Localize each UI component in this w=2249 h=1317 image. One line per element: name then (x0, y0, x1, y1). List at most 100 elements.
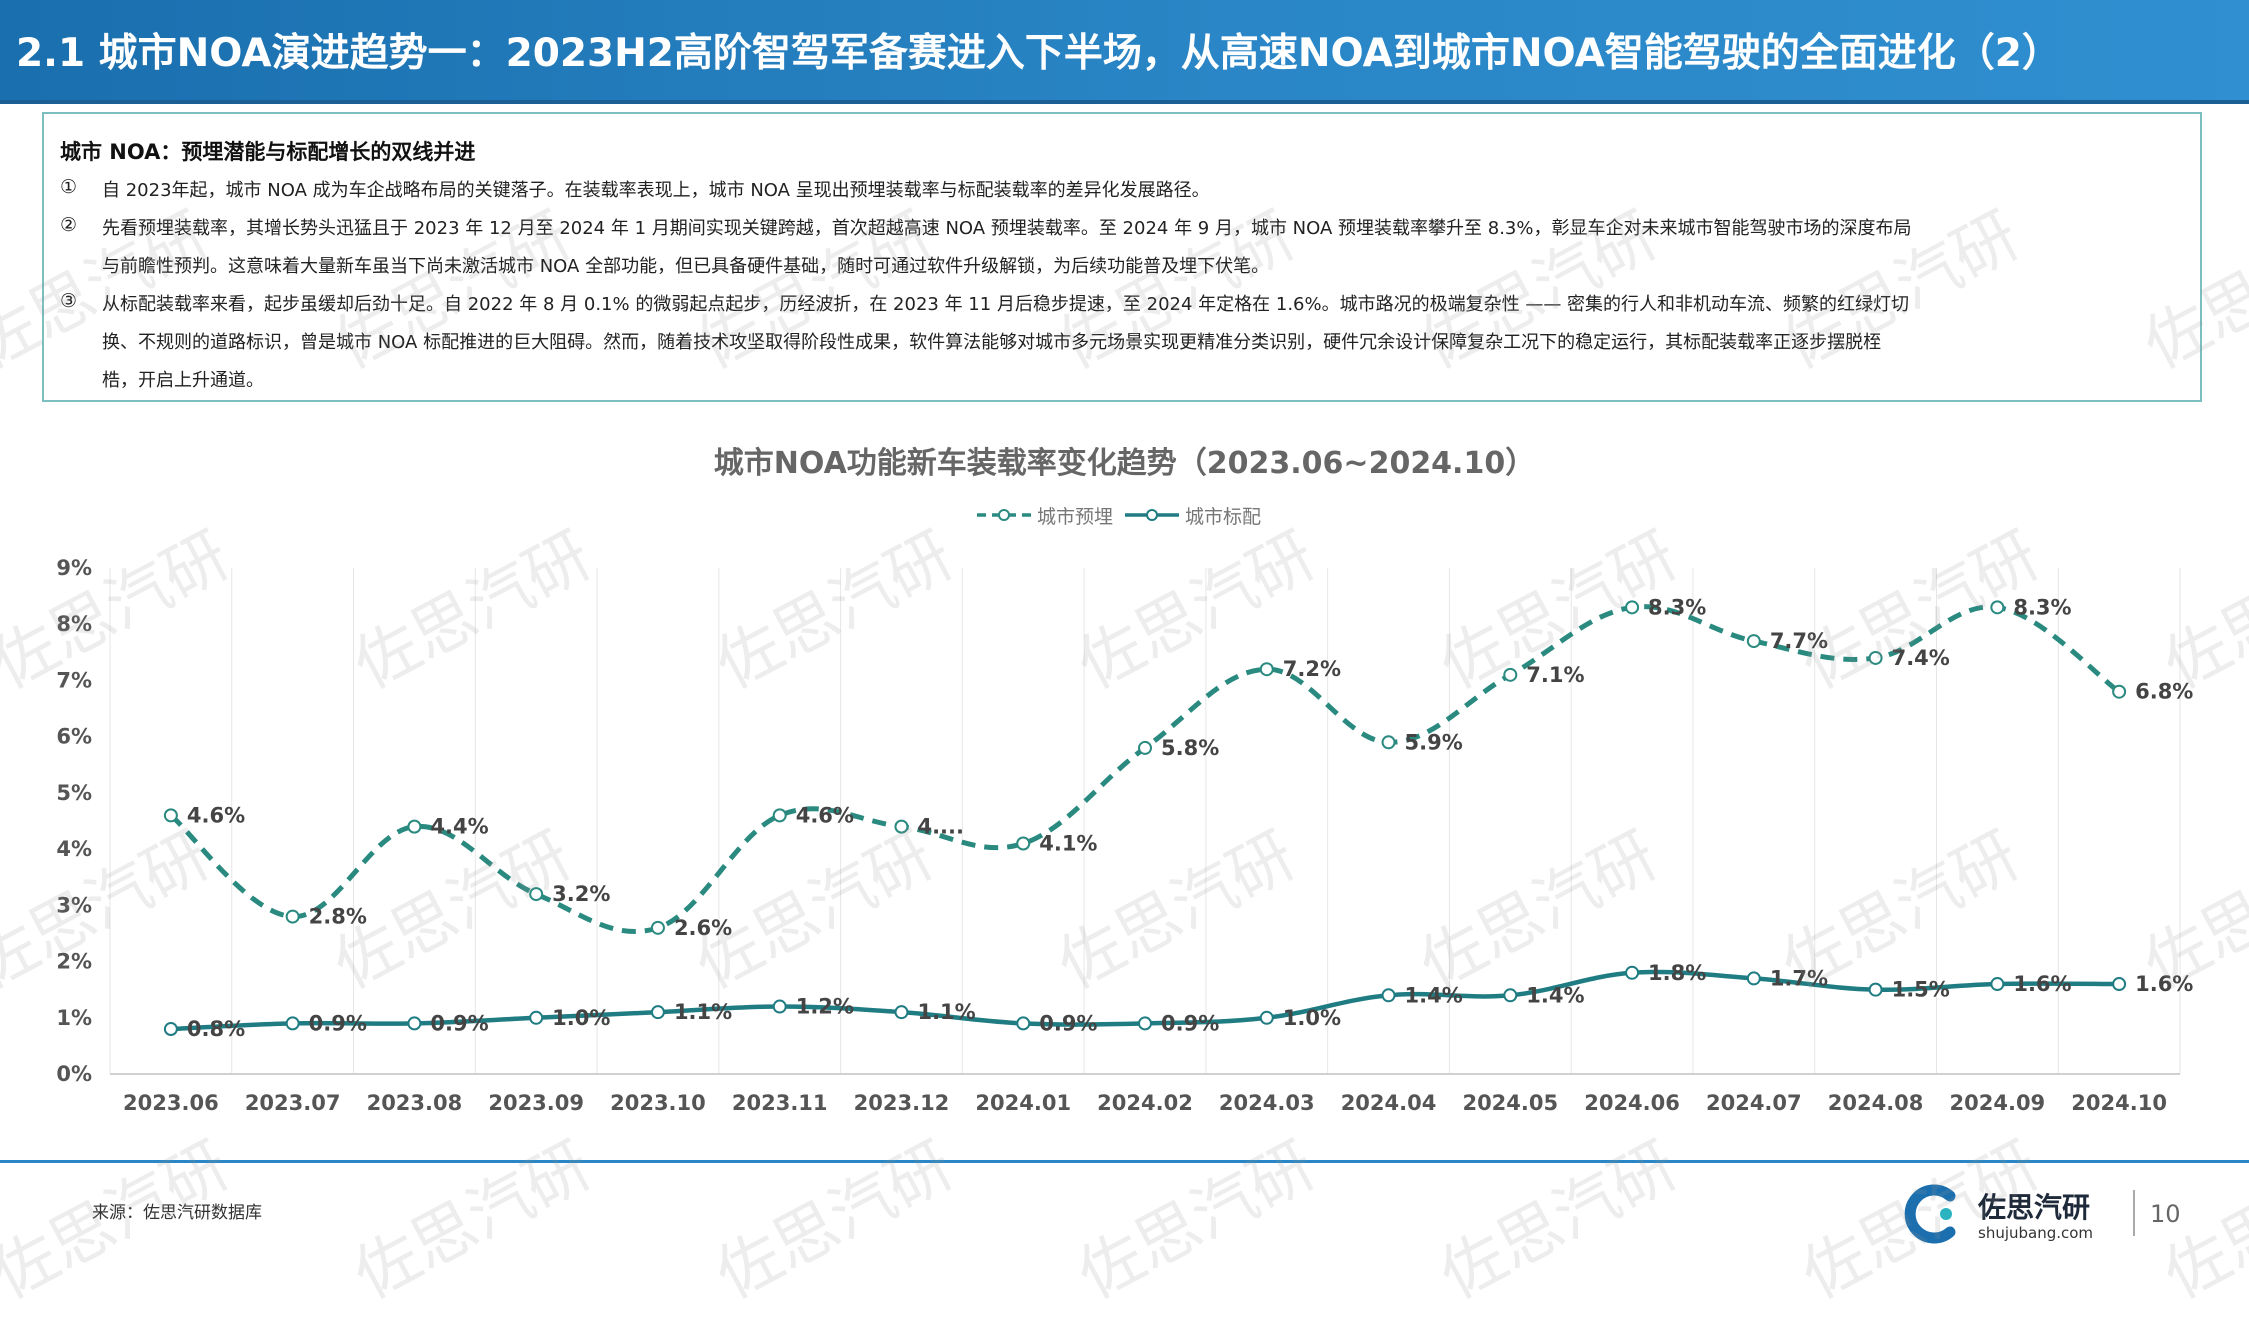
data-point (772, 808, 787, 823)
data-point (1259, 1010, 1274, 1025)
x-tick-label: 2023.10 (610, 1091, 706, 1115)
data-label: 0.9% (1161, 1011, 1219, 1035)
data-label: 4.4% (430, 815, 488, 839)
source-note: 来源：佐思汽研数据库 (92, 1203, 262, 1223)
data-point (772, 999, 787, 1014)
line-chart: 0% 1% 2% 3% 4% 5% 6% 7% 8% 9% 2023.06 2023.07 2023.0… (56, 556, 2193, 1115)
data-point (1138, 740, 1152, 755)
data-label: 0.9% (430, 1011, 488, 1035)
data-label: 0.9% (309, 1011, 367, 1035)
x-tick-label: 2024.06 (1584, 1091, 1680, 1115)
data-point (2112, 977, 2127, 992)
logo-url: shujubang.com (1978, 1224, 2094, 1242)
y-tick-label: 7% (56, 668, 92, 692)
y-tick-label: 2% (56, 950, 92, 974)
data-label: 0.9% (1039, 1011, 1097, 1035)
x-tick-label: 2024.01 (975, 1091, 1071, 1115)
company-logo: 佐思汽研 shujubang.com (1900, 1184, 2160, 1244)
data-label: 8.3% (1648, 595, 1706, 619)
data-point (894, 1005, 909, 1020)
x-tick-label: 2024.09 (1950, 1091, 2046, 1115)
paragraph-line: 梏，开启上升通道。 (102, 370, 264, 391)
data-label: 7.4% (1892, 646, 1950, 670)
page-number: 10 (2150, 1200, 2181, 1228)
page-number-divider (2133, 1190, 2135, 1236)
x-tick-label: 2024.08 (1828, 1091, 1924, 1115)
data-label: 1.6% (2013, 972, 2071, 996)
paragraph-line: 自 2023年起，城市 NOA 成为车企战略布局的关键落子。在装载率表现上，城市… (102, 180, 1210, 201)
watermark-text: 佐思汽研 (342, 1128, 604, 1315)
data-label: 4.6% (796, 803, 854, 827)
data-label: 1.1% (917, 1000, 975, 1024)
paragraph-number: ③ (60, 290, 78, 312)
x-tick-label: 2023.09 (488, 1091, 584, 1115)
data-point (1381, 735, 1396, 750)
data-point (1868, 982, 1883, 997)
y-tick-label: 6% (56, 725, 92, 749)
data-point (650, 920, 665, 935)
data-point (529, 1010, 544, 1025)
y-tick-label: 0% (56, 1062, 92, 1086)
data-point (1990, 600, 2005, 615)
x-tick-label: 2024.05 (1462, 1091, 1558, 1115)
data-point (163, 808, 178, 823)
paragraph-line: 换、不规则的道路标识，曾是城市 NOA 标配推进的巨大阻碍。然而，随着技术攻坚取… (102, 332, 1882, 353)
data-point (1503, 667, 1518, 682)
x-tick-label: 2024.04 (1341, 1091, 1437, 1115)
x-tick-label: 2023.12 (854, 1091, 950, 1115)
data-point (1138, 1016, 1152, 1031)
header-bar: 2.1 城市NOA演进趋势一：2023H2高阶智驾军备赛进入下半场，从高速NOA… (0, 0, 2249, 100)
logo-name: 佐思汽研 (1978, 1191, 2091, 1224)
data-label: 1.0% (552, 1006, 610, 1030)
data-label: 2.8% (309, 905, 367, 929)
data-point (894, 819, 909, 834)
data-label: 4.6% (187, 803, 245, 827)
x-tick-label: 2024.10 (2071, 1091, 2167, 1115)
data-label: 4.... (917, 815, 964, 839)
data-point (407, 1016, 422, 1031)
x-tick-label: 2023.11 (732, 1091, 828, 1115)
data-label: 1.5% (1892, 978, 1950, 1002)
data-label: 0.8% (187, 1017, 245, 1041)
data-label: 3.2% (552, 882, 610, 906)
data-point (1990, 977, 2005, 992)
data-point (1016, 1016, 1031, 1031)
page-title: 2.1 城市NOA演进趋势一：2023H2高阶智驾军备赛进入下半场，从高速NOA… (16, 31, 2061, 76)
legend-label: 城市预埋 (1037, 506, 1114, 528)
data-label: 8.3% (2013, 595, 2071, 619)
data-label: 1.2% (796, 995, 854, 1019)
y-tick-label: 8% (56, 612, 92, 636)
watermark-text: 佐思汽研 (1428, 1128, 1690, 1315)
y-tick-label: 3% (56, 893, 92, 917)
data-label: 1.7% (1770, 966, 1828, 990)
data-label: 5.9% (1405, 730, 1463, 754)
data-point (285, 909, 300, 924)
footer-divider (0, 1160, 2249, 1163)
paragraph-line: 从标配装载率来看，起步虽缓却后劲十足。自 2022 年 8 月 0.1% 的微弱… (102, 294, 1910, 315)
data-label: 6.8% (2135, 680, 2193, 704)
paragraph-number: ② (60, 214, 78, 236)
x-tick-label: 2023.08 (367, 1091, 463, 1115)
data-point (163, 1022, 178, 1037)
data-label: 1.0% (1283, 1006, 1341, 1030)
series-line-preembedded (169, 604, 2121, 935)
data-point (2112, 684, 2127, 699)
data-point (1625, 600, 1640, 615)
y-tick-label: 5% (56, 781, 92, 805)
data-label: 4.1% (1039, 831, 1097, 855)
data-point (1746, 971, 1761, 986)
chart-title: 城市NOA功能新车装载率变化趋势（2023.06~2024.10） (713, 446, 1536, 481)
header-divider (0, 100, 2249, 104)
paragraph-number: ① (60, 176, 78, 198)
y-tick-label: 9% (56, 556, 92, 580)
x-tick-label: 2024.07 (1706, 1091, 1802, 1115)
data-point (285, 1016, 300, 1031)
data-label: 1.6% (2135, 972, 2193, 996)
data-label: 7.2% (1283, 657, 1341, 681)
data-point (1259, 662, 1274, 677)
data-label: 1.4% (1405, 983, 1463, 1007)
legend-swatch-dashed-icon (977, 509, 1031, 521)
data-point (1503, 988, 1518, 1003)
data-point (650, 1005, 665, 1020)
data-label: 7.1% (1526, 663, 1584, 687)
